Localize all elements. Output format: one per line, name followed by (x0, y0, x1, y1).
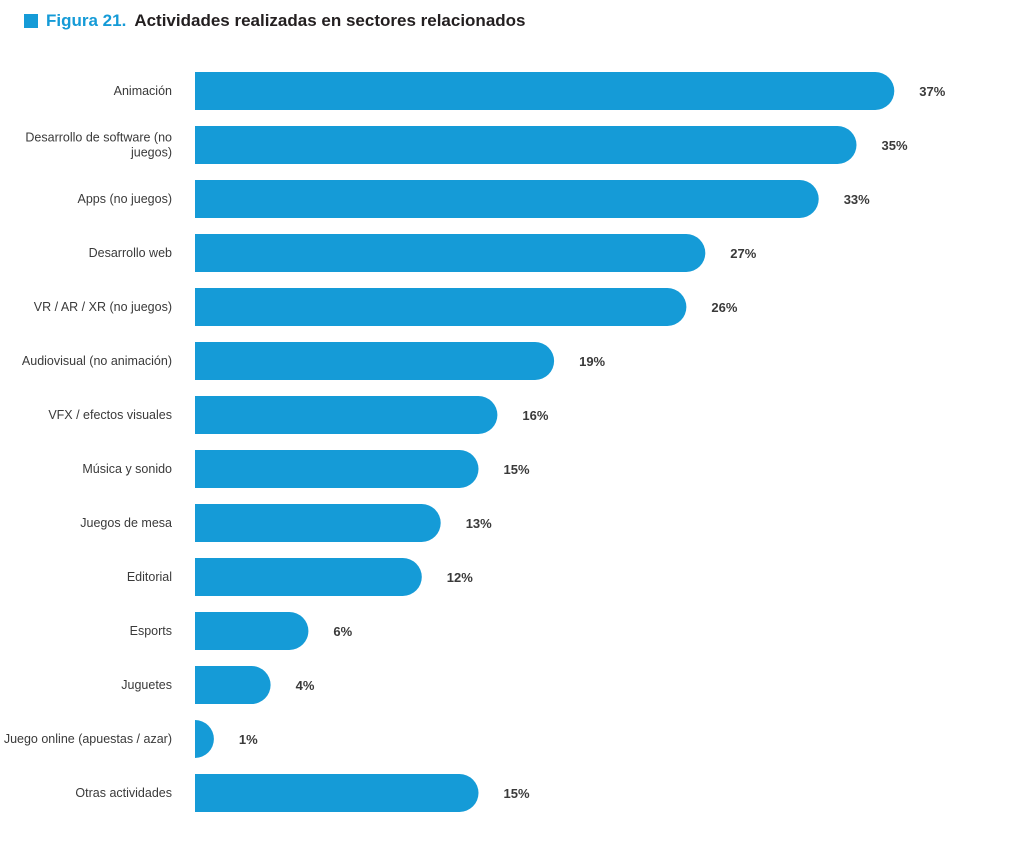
bar (195, 450, 479, 488)
category-label: Música y sonido (82, 462, 172, 476)
value-label: 6% (333, 624, 352, 639)
category-label: Apps (no juegos) (77, 192, 172, 206)
bar (195, 396, 497, 434)
value-label: 15% (504, 462, 530, 477)
value-label: 13% (466, 516, 492, 531)
bar (195, 234, 705, 272)
bar (195, 558, 422, 596)
bar (195, 180, 819, 218)
category-label: Animación (114, 84, 172, 98)
bar (195, 126, 857, 164)
value-label: 15% (504, 786, 530, 801)
bar (195, 666, 271, 704)
category-label: Esports (130, 624, 172, 638)
category-label: Editorial (127, 570, 172, 584)
value-label: 33% (844, 192, 870, 207)
value-label: 19% (579, 354, 605, 369)
bar (195, 288, 686, 326)
category-label: Juego online (apuestas / azar) (4, 732, 172, 746)
value-label: 26% (711, 300, 737, 315)
category-label: Otras actividades (75, 786, 172, 800)
value-label: 4% (296, 678, 315, 693)
bar (195, 720, 214, 758)
value-label: 35% (882, 138, 908, 153)
bar (195, 342, 554, 380)
category-label: Audiovisual (no animación) (22, 354, 172, 368)
bar (195, 612, 308, 650)
category-label: VFX / efectos visuales (48, 408, 172, 422)
category-label: VR / AR / XR (no juegos) (34, 300, 172, 314)
bar (195, 72, 894, 110)
value-label: 37% (919, 84, 945, 99)
bar (195, 774, 479, 812)
value-label: 27% (730, 246, 756, 261)
category-label: Juguetes (121, 678, 172, 692)
category-label: Desarrollo web (89, 246, 172, 260)
bar (195, 504, 441, 542)
category-label: Juegos de mesa (80, 516, 172, 530)
value-label: 12% (447, 570, 473, 585)
value-label: 1% (239, 732, 258, 747)
value-label: 16% (522, 408, 548, 423)
category-label: Desarrollo de software (no juegos) (25, 131, 172, 160)
